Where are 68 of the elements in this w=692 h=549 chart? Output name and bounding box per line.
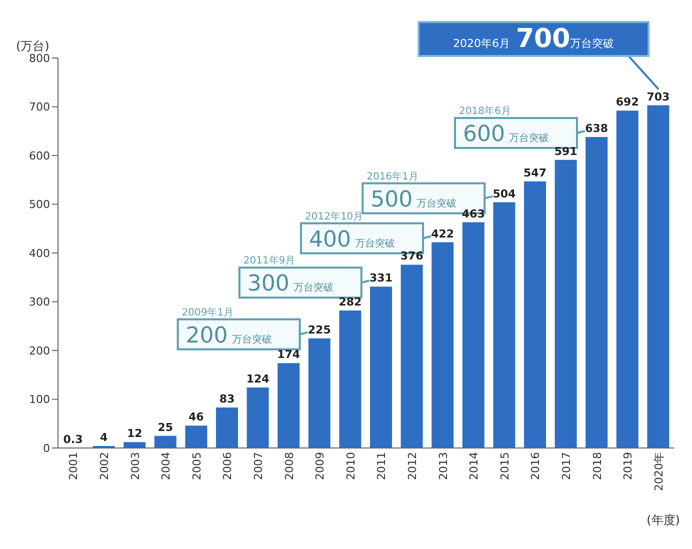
x-tick-label: 2003 — [128, 452, 142, 480]
bar — [616, 110, 638, 448]
x-tick-label: 2001 — [67, 452, 80, 480]
bar — [370, 286, 392, 448]
bar — [154, 436, 176, 448]
bar — [432, 242, 454, 448]
y-tick-label: 400 — [29, 246, 50, 260]
x-tick-label: 2004 — [160, 452, 173, 480]
x-tick-label: 2005 — [190, 452, 204, 480]
x-tick-label: 2011 — [375, 452, 388, 480]
data-label: 422 — [431, 227, 454, 240]
data-label: 46 — [188, 410, 204, 424]
x-tick-label: 2015 — [498, 452, 512, 480]
data-label: 638 — [585, 122, 608, 135]
data-label: 692 — [616, 96, 639, 109]
x-tick-label: 2012 — [406, 452, 420, 480]
data-label: 504 — [492, 187, 516, 200]
data-label: 547 — [524, 166, 546, 180]
y-tick-label: 600 — [29, 149, 50, 162]
x-tick-label: 2009 — [314, 452, 327, 480]
data-label: 124 — [246, 372, 270, 386]
data-label: 12 — [126, 427, 142, 440]
data-label: 83 — [219, 392, 235, 406]
x-tick-label: 2010 — [344, 452, 358, 480]
x-tick-label: 2018 — [590, 452, 604, 480]
x-tick-label: 2006 — [221, 452, 234, 480]
bar — [554, 160, 577, 448]
bar — [185, 426, 208, 448]
data-label: 225 — [308, 323, 331, 336]
bar — [524, 181, 546, 448]
x-tick-label: 2017 — [560, 452, 574, 480]
data-label: 25 — [158, 420, 174, 434]
bar — [278, 363, 300, 448]
data-label: 331 — [370, 272, 392, 285]
bar — [339, 310, 362, 448]
y-tick-label: 100 — [29, 393, 50, 406]
x-tick-label: 2016 — [529, 452, 542, 480]
annotation: 2020年6月 700万台突破 — [452, 24, 614, 54]
y-tick-label: 300 — [29, 296, 50, 309]
y-tick-label: 500 — [29, 198, 50, 212]
bar — [586, 136, 608, 448]
x-tick-label: 2014 — [468, 452, 481, 480]
data-label: 591 — [554, 144, 578, 158]
bar — [400, 264, 423, 448]
data-label: 703 — [646, 90, 670, 104]
x-tick-label: 2019 — [622, 452, 635, 480]
y-tick-label: 800 — [29, 52, 50, 65]
bar — [216, 408, 238, 448]
bar — [308, 338, 330, 448]
bar — [462, 222, 484, 448]
x-tick-label: 2002 — [98, 452, 112, 480]
data-label: 0.3 — [63, 432, 83, 446]
x-tick-label: 2020年 — [652, 452, 666, 491]
data-label: 4 — [100, 431, 108, 444]
bar — [124, 442, 146, 448]
x-tick-label: 2013 — [436, 452, 450, 480]
x-tick-label: 2007 — [252, 452, 266, 480]
data-label: 282 — [338, 296, 362, 309]
bar — [493, 202, 516, 448]
x-tick-label: 2008 — [282, 452, 296, 480]
bar — [246, 388, 269, 448]
y-tick-label: 200 — [29, 344, 50, 358]
y-axis-title: (万台) — [16, 38, 50, 54]
x-axis-title: (年度) — [646, 512, 680, 529]
y-tick-label: 700 — [29, 100, 50, 114]
bar — [647, 105, 670, 448]
y-tick-label: 0 — [43, 442, 50, 455]
data-label: 174 — [277, 348, 300, 362]
